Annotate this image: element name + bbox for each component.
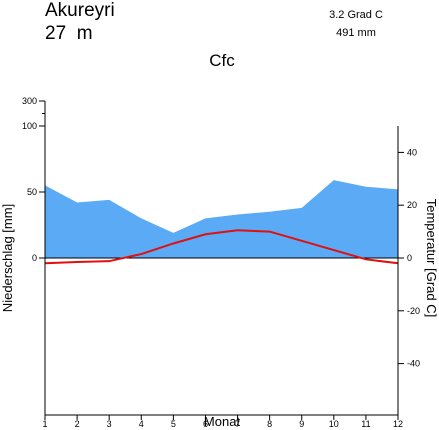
x-tick-label: 12 <box>393 419 403 429</box>
right-axis-title: Temperatur [Grad C] <box>424 199 439 318</box>
precipitation-area <box>45 180 398 258</box>
station-elevation: 27 m <box>45 23 93 44</box>
left-axis-title: Niederschlag [mm] <box>0 204 15 312</box>
left-tick-label: 0 <box>32 253 37 263</box>
x-tick-label: 6 <box>203 419 208 429</box>
right-tick-label: 40 <box>407 147 417 157</box>
left-tick-label: 100 <box>22 121 37 131</box>
right-tick-label: -20 <box>407 306 420 316</box>
x-tick-label: 5 <box>171 419 176 429</box>
x-tick-label: 3 <box>107 419 112 429</box>
right-tick-label: 0 <box>407 253 412 263</box>
temperature-line <box>44 229 399 265</box>
annual-mean-temperature: 3.2 Grad C <box>329 9 383 21</box>
x-tick-label: 2 <box>75 419 80 429</box>
right-tick-label: -40 <box>407 359 420 369</box>
x-tick-label: 11 <box>361 419 370 429</box>
x-tick-label: 9 <box>299 419 304 429</box>
x-tick-label: 4 <box>139 419 144 429</box>
climate-class: Cfc <box>209 51 235 70</box>
right-tick-label: 20 <box>407 200 417 210</box>
x-tick-label: 8 <box>267 419 272 429</box>
x-tick-label: 10 <box>329 419 339 429</box>
left-tick-label: 300 <box>22 96 37 106</box>
x-axis-title: Monat <box>204 414 241 429</box>
annual-precipitation: 491 mm <box>336 27 376 39</box>
x-tick-label: 7 <box>235 419 240 429</box>
station-name: Akureyri <box>45 0 115 21</box>
x-tick-label: 1 <box>42 419 47 429</box>
left-tick-label: 50 <box>27 187 37 197</box>
